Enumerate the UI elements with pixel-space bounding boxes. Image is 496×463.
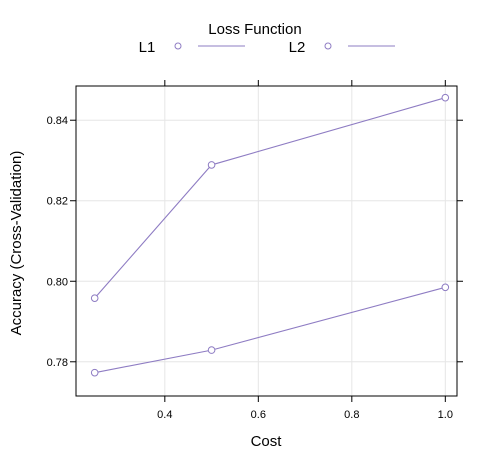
series-point-l1-2 [441,93,450,102]
x-tick-label-1: 0.6 [251,409,266,421]
grid [76,86,457,396]
series-point-l2-1 [207,346,216,354]
series-point-l1-0 [90,294,99,302]
y-axis-title: Accuracy (Cross-Validation) [8,151,25,336]
legend-label-l1: L1 [139,39,156,56]
series-point-l2-2 [441,283,450,292]
y-tick-label-1: 0.80 [47,276,68,288]
legend-marker-l2 [324,42,332,50]
y-tick-label-3: 0.84 [47,115,68,127]
legend-entry-l2: L2 [289,39,395,56]
legend-entry-l1: L1 [139,39,245,56]
legend-title: Loss Function [208,21,301,38]
y-tick-label-0: 0.78 [47,357,68,369]
plot-frame [75,85,458,397]
legend-marker-l1 [174,42,182,50]
series-point-l1-1 [207,161,216,169]
x-tick-label-2: 0.8 [344,409,359,421]
x-tick-label-0: 0.4 [157,409,172,421]
x-tick-label-3: 1.0 [438,409,453,421]
series-point-l2-0 [90,368,99,377]
series-line-l2 [94,286,446,374]
y-tick-label-2: 0.82 [47,196,68,208]
legend-label-l2: L2 [289,39,306,56]
series-layer [90,93,450,377]
legend: Loss Function L1 L2 [139,21,395,56]
x-axis-title: Cost [251,433,283,450]
series-line-l1 [94,97,446,299]
ticks: 0.4 0.6 0.8 1.0 0.78 0.80 0.82 0.84 [47,80,463,421]
